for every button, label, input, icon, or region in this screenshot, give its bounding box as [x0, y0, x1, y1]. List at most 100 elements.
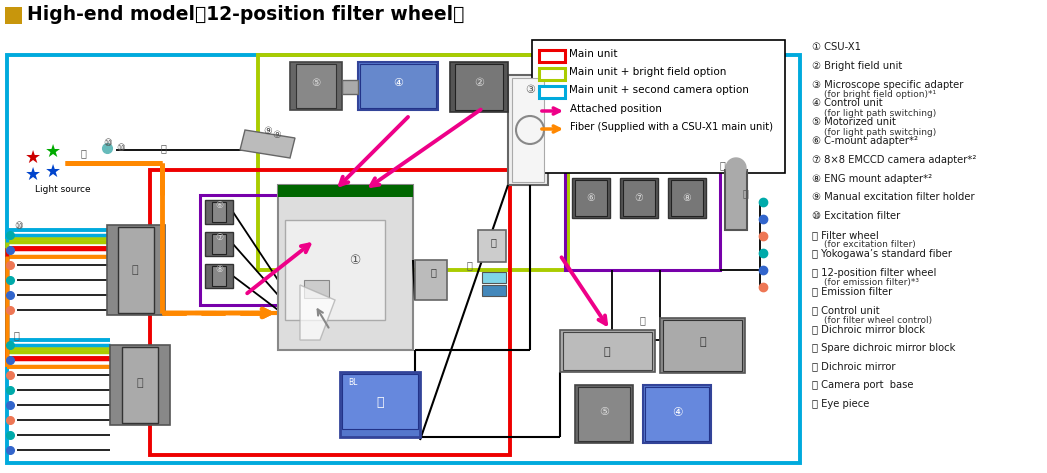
- Bar: [5, 7, 22, 24]
- Text: ⑩: ⑩: [104, 138, 112, 148]
- Text: ⑬ 12-position filter wheel: ⑬ 12-position filter wheel: [812, 268, 936, 278]
- Text: ⑨: ⑨: [272, 130, 282, 140]
- Bar: [342, 80, 358, 94]
- Bar: [122, 347, 158, 423]
- Bar: [660, 318, 745, 373]
- Text: ⑥ C-mount adapter*²: ⑥ C-mount adapter*²: [812, 136, 918, 146]
- Text: ⑪ Filter wheel: ⑪ Filter wheel: [812, 230, 878, 240]
- Text: ⑭: ⑭: [742, 188, 748, 198]
- Bar: [645, 387, 709, 441]
- Bar: [211, 202, 226, 222]
- Bar: [211, 266, 226, 286]
- Bar: [450, 62, 508, 112]
- Polygon shape: [300, 285, 335, 340]
- Bar: [455, 64, 503, 110]
- Text: ★: ★: [45, 163, 61, 181]
- Bar: [482, 285, 506, 296]
- Text: Attached position: Attached position: [570, 104, 662, 114]
- Bar: [578, 387, 630, 441]
- Text: ② Bright field unit: ② Bright field unit: [812, 61, 903, 71]
- Text: ⑬: ⑬: [137, 378, 143, 388]
- Bar: [205, 232, 233, 256]
- Bar: [205, 264, 233, 288]
- Text: ⑧: ⑧: [215, 265, 223, 274]
- Text: ③: ③: [525, 85, 535, 95]
- Text: ⑨: ⑨: [264, 126, 272, 136]
- Text: ⑥: ⑥: [586, 193, 596, 203]
- Text: (for bright field option)*¹: (for bright field option)*¹: [824, 90, 936, 99]
- Bar: [565, 170, 720, 270]
- Text: ⑬: ⑬: [699, 337, 707, 347]
- Bar: [118, 227, 154, 313]
- Bar: [290, 62, 342, 110]
- Text: ⑰ Spare dichroic mirror block: ⑰ Spare dichroic mirror block: [812, 343, 955, 353]
- Bar: [532, 40, 785, 173]
- Bar: [539, 68, 565, 80]
- Text: ⑤: ⑤: [599, 407, 609, 417]
- Text: ⑥: ⑥: [215, 201, 223, 210]
- Bar: [415, 260, 447, 300]
- Bar: [7, 55, 800, 463]
- Text: ⑱ Dichroic mirror: ⑱ Dichroic mirror: [812, 361, 895, 372]
- Text: Main unit + second camera option: Main unit + second camera option: [569, 85, 749, 95]
- Text: ⑫: ⑫: [80, 148, 86, 158]
- Text: ⑧: ⑧: [683, 193, 691, 203]
- Bar: [539, 50, 565, 62]
- Bar: [360, 64, 436, 108]
- Bar: [563, 332, 652, 370]
- Text: ⑪: ⑪: [132, 265, 138, 275]
- Bar: [663, 320, 742, 371]
- Bar: [258, 55, 569, 270]
- Text: ①: ①: [350, 254, 360, 266]
- Text: ④: ④: [672, 405, 683, 419]
- Bar: [671, 180, 703, 216]
- Text: ★: ★: [25, 166, 41, 184]
- Text: ⑳: ⑳: [719, 160, 725, 170]
- Bar: [623, 180, 655, 216]
- Text: ⑩ Excitation filter: ⑩ Excitation filter: [812, 211, 900, 221]
- Text: ⑱: ⑱: [466, 260, 472, 270]
- Text: ① CSU-X1: ① CSU-X1: [812, 42, 861, 52]
- Bar: [620, 178, 658, 218]
- Bar: [572, 178, 610, 218]
- Text: ⑬: ⑬: [639, 315, 645, 325]
- Text: (for excitation filter): (for excitation filter): [824, 240, 916, 249]
- Text: Main unit + bright field option: Main unit + bright field option: [569, 67, 727, 77]
- Text: ⑳ Eye piece: ⑳ Eye piece: [812, 399, 869, 409]
- Bar: [482, 272, 506, 283]
- Text: (for filter wheel control): (for filter wheel control): [824, 315, 932, 324]
- Bar: [512, 78, 544, 182]
- Bar: [478, 230, 506, 262]
- Text: Light source: Light source: [35, 185, 91, 194]
- Text: ⑮: ⑮: [376, 395, 384, 409]
- Bar: [358, 62, 438, 110]
- Text: ⑤ Motorized unit: ⑤ Motorized unit: [812, 117, 896, 127]
- Bar: [107, 225, 165, 315]
- Bar: [539, 86, 565, 98]
- Text: ⑨ Manual excitation filter holder: ⑨ Manual excitation filter holder: [812, 193, 975, 202]
- Polygon shape: [240, 130, 295, 158]
- Bar: [508, 75, 548, 185]
- Bar: [296, 64, 336, 108]
- Text: ⑲: ⑲: [604, 347, 610, 357]
- Text: ⑦: ⑦: [215, 234, 223, 243]
- Text: ⑦ 8×8 EMCCD camera adapter*²: ⑦ 8×8 EMCCD camera adapter*²: [812, 155, 977, 165]
- Circle shape: [726, 158, 747, 178]
- Text: ⑰: ⑰: [490, 237, 496, 247]
- Bar: [205, 200, 233, 224]
- Bar: [643, 385, 711, 443]
- Bar: [150, 170, 510, 455]
- Text: ⑩: ⑩: [14, 221, 23, 231]
- Bar: [211, 234, 226, 254]
- Bar: [200, 195, 330, 305]
- Text: (for emission filter)*³: (for emission filter)*³: [824, 278, 919, 287]
- Text: Fiber (Supplied with a CSU-X1 main unit): Fiber (Supplied with a CSU-X1 main unit): [570, 122, 773, 132]
- Text: ⑩: ⑩: [116, 143, 125, 153]
- Bar: [304, 280, 329, 298]
- Text: ④ Control unit: ④ Control unit: [812, 98, 883, 108]
- Text: ④: ④: [393, 78, 403, 88]
- Text: ⑯: ⑯: [430, 267, 436, 277]
- Bar: [725, 170, 747, 230]
- Bar: [285, 220, 385, 320]
- Bar: [668, 178, 706, 218]
